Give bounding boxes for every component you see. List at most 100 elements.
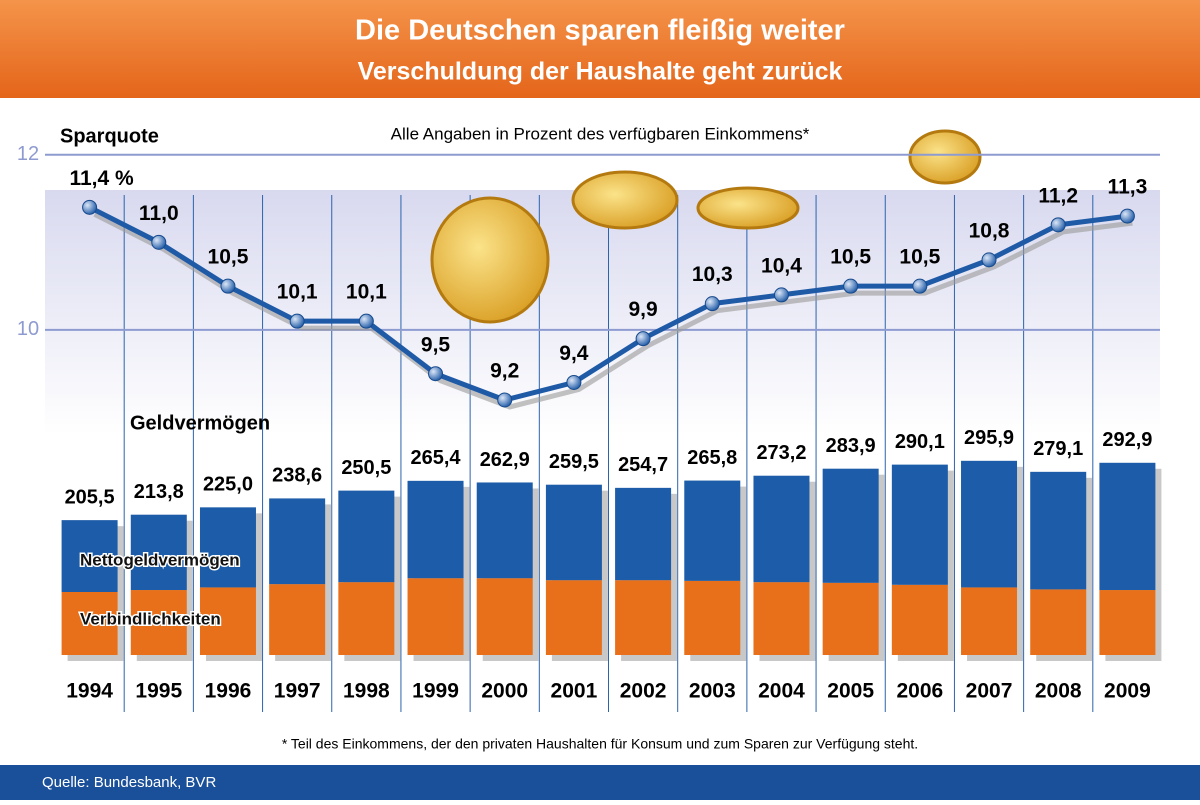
- x-tick-label: 1996: [205, 680, 252, 703]
- bar-segment: [338, 582, 395, 655]
- y-tick-label: 12: [17, 143, 39, 165]
- bar-segment: [615, 580, 672, 655]
- point: [843, 278, 859, 294]
- point: [220, 278, 236, 294]
- bar-segment: [822, 468, 879, 583]
- bar-segment: [961, 587, 1018, 655]
- line-band: [45, 190, 1160, 435]
- bar-segment: [1030, 589, 1087, 655]
- bar-segment: [1099, 590, 1156, 655]
- x-tick-label: 2007: [966, 680, 1013, 703]
- total-label: 259,5: [549, 451, 599, 473]
- point: [151, 234, 167, 250]
- x-tick-label: 2009: [1104, 680, 1151, 703]
- bar-segment: [961, 460, 1018, 588]
- value-label: 11,2: [1038, 184, 1078, 207]
- total-label: 213,8: [134, 481, 184, 503]
- point: [289, 313, 305, 329]
- point: [704, 296, 720, 312]
- header: [0, 0, 1200, 98]
- point: [1119, 208, 1135, 224]
- bar-segment: [199, 587, 256, 655]
- bar-segment: [615, 487, 672, 581]
- point: [358, 313, 374, 329]
- bar-segment: [199, 507, 256, 588]
- bar-segment: [476, 578, 533, 655]
- total-label: 265,4: [411, 447, 462, 469]
- bar-segment: [822, 582, 879, 655]
- bar-segment: [684, 580, 741, 655]
- total-label: 205,5: [65, 486, 115, 508]
- x-tick-label: 1994: [66, 680, 113, 703]
- x-tick-label: 2008: [1035, 680, 1082, 703]
- value-label: 9,2: [490, 360, 519, 383]
- value-label: 10,5: [830, 246, 871, 269]
- x-tick-label: 2001: [551, 680, 598, 703]
- value-label: 9,4: [559, 342, 589, 365]
- total-label: 265,8: [687, 447, 737, 469]
- line: [88, 205, 1128, 403]
- bar-segment: [407, 578, 464, 655]
- legend-label: Nettogeldvermögen: [80, 550, 240, 569]
- bar-segment: [61, 520, 118, 592]
- point: [912, 278, 928, 294]
- value-label: 10,1: [277, 281, 318, 304]
- footer: [0, 765, 1200, 800]
- bar-segment: [753, 475, 810, 583]
- point: [1050, 217, 1066, 233]
- total-label: 250,5: [341, 457, 391, 479]
- bar-segment: [269, 498, 326, 585]
- line-shadow: [93, 212, 1133, 410]
- value-label: 10,5: [208, 246, 249, 269]
- source: Quelle: Bundesbank, BVR: [42, 774, 216, 791]
- bar-segment: [407, 480, 464, 579]
- value-label: 9,9: [628, 298, 657, 321]
- point: [773, 287, 789, 303]
- point: [635, 331, 651, 347]
- bar-segment: [1030, 471, 1087, 590]
- legend-label: Verbindlichkeiten: [80, 609, 221, 628]
- total-label: 254,7: [618, 454, 668, 476]
- y-label: Sparquote: [60, 125, 159, 147]
- x-tick-label: 2002: [620, 680, 667, 703]
- x-tick-label: 2000: [481, 680, 528, 703]
- x-tick-label: 1995: [135, 680, 182, 703]
- x-tick-label: 1997: [274, 680, 321, 703]
- value-label: 11,4 %: [69, 167, 134, 190]
- value-label: 11,3: [1108, 176, 1148, 199]
- point: [428, 366, 444, 382]
- x-tick-label: 2004: [758, 680, 805, 703]
- bar-segment: [684, 480, 741, 581]
- point: [82, 199, 98, 215]
- coins: [430, 129, 982, 324]
- bar-segment: [891, 464, 948, 585]
- total-label: 292,9: [1102, 429, 1152, 451]
- bar-segment: [130, 514, 187, 591]
- columns: [123, 195, 1094, 712]
- point: [566, 374, 582, 390]
- value-label: 11,0: [139, 202, 179, 225]
- note: Alle Angaben in Prozent des verfügbaren …: [391, 124, 810, 143]
- bar-segment: [269, 584, 326, 655]
- x-tick-label: 2006: [896, 680, 943, 703]
- total-label: 225,0: [203, 474, 253, 496]
- footnote: * Teil des Einkommens, der den privaten …: [282, 736, 918, 752]
- total-label: 290,1: [895, 431, 945, 453]
- point: [981, 252, 997, 268]
- value-label: 10,3: [692, 263, 733, 286]
- point: [497, 392, 513, 408]
- total-label: 238,6: [272, 465, 322, 487]
- bar-segment: [338, 490, 395, 583]
- total-label: 273,2: [756, 442, 806, 464]
- total-label: 262,9: [480, 449, 530, 471]
- bar-segment: [753, 582, 810, 655]
- bar-segment: [1099, 462, 1156, 591]
- x-tick-label: 2005: [827, 680, 874, 703]
- value-label: 10,1: [346, 281, 387, 304]
- total-label: 283,9: [826, 435, 876, 457]
- bar-segment: [891, 584, 948, 655]
- total-label: 279,1: [1033, 438, 1083, 460]
- x-tick-label: 2003: [689, 680, 736, 703]
- bar-segment: [545, 580, 602, 655]
- bar-segment: [61, 592, 118, 655]
